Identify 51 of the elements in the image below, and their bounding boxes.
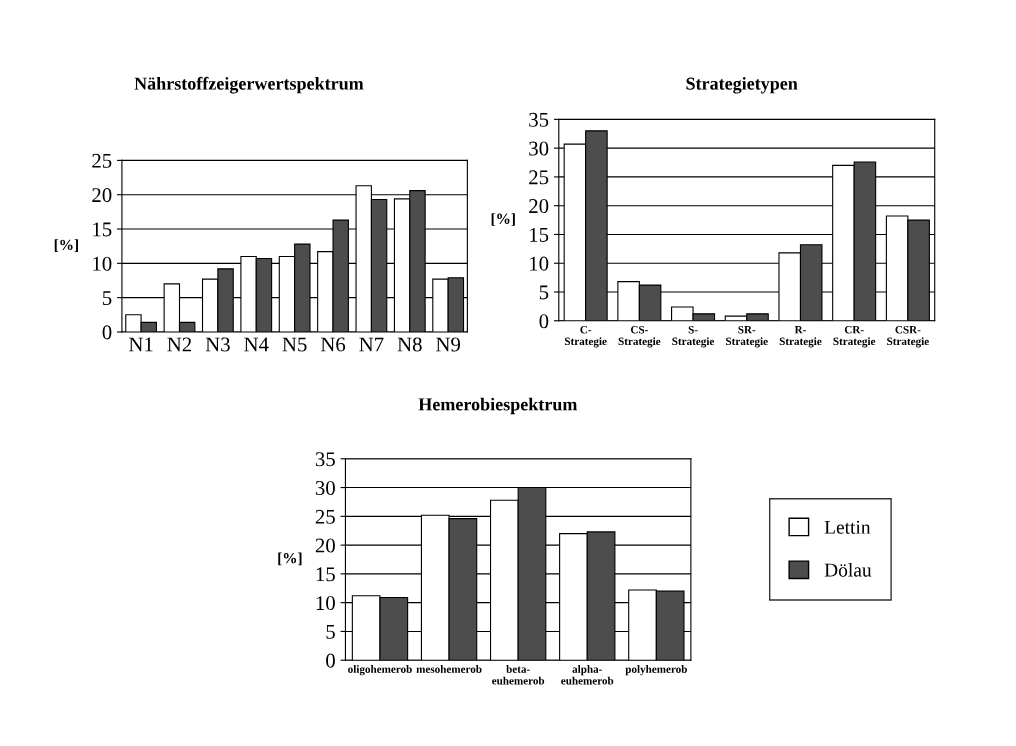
x-tick-label: R- Strategie (779, 326, 822, 348)
y-tick-label: 30 (529, 141, 549, 156)
x-tick-label: N5 (282, 337, 307, 352)
chart-title: Hemerobiespektrum (418, 397, 578, 415)
legend-label: Lettin (824, 520, 871, 534)
y-tick-label: 35 (315, 452, 335, 467)
y-tick-label: 5 (102, 291, 112, 306)
y-tick-label: 10 (530, 256, 549, 271)
x-tick-label: alpha- euhemerob (561, 665, 614, 685)
y-axis-title: [%] (278, 552, 302, 566)
x-tick-label: mesohemerob (416, 665, 482, 673)
y-tick-label: 5 (539, 285, 549, 300)
chart-title: Nährstoffzeigerwertspektrum (134, 76, 364, 94)
x-tick-label: C- Strategie (564, 325, 607, 348)
y-tick-label: 35 (529, 112, 549, 127)
y-axis-title: [%] (54, 239, 78, 252)
y-tick-label: 5 (326, 625, 335, 639)
y-tick-label: 10 (93, 256, 112, 271)
x-tick-label: N4 (244, 337, 269, 352)
x-tick-label: polyhemerob (625, 665, 687, 676)
y-tick-label: 25 (529, 170, 549, 185)
x-tick-label: CS- Strategie (618, 325, 661, 348)
x-tick-label: N1 (128, 337, 153, 352)
y-tick-label: 15 (530, 227, 549, 242)
legend-label: Dölau (824, 562, 872, 577)
x-tick-label: N9 (436, 337, 461, 352)
x-tick-label: N7 (359, 337, 384, 352)
y-tick-label: 15 (316, 567, 335, 582)
x-tick-label: SR- Strategie (726, 325, 768, 348)
x-tick-label: N8 (397, 337, 422, 352)
y-tick-label: 0 (539, 314, 549, 329)
y-tick-label: 20 (92, 188, 112, 203)
x-tick-label: N6 (320, 337, 346, 352)
y-axis-title: [%] (491, 213, 515, 226)
x-tick-label: oligohemerob (348, 665, 412, 676)
y-tick-label: 20 (315, 538, 335, 553)
y-tick-label: 25 (92, 153, 112, 168)
x-tick-label: S- Strategie (672, 325, 715, 348)
y-tick-label: 30 (315, 480, 335, 495)
y-tick-label: 25 (315, 509, 335, 524)
x-tick-label: beta- euhemerob (492, 665, 545, 685)
y-tick-label: 0 (102, 325, 112, 340)
x-tick-label: N3 (205, 337, 230, 352)
chart-title: Strategietypen (686, 76, 798, 94)
x-tick-label: CSR- Strategie (887, 325, 929, 348)
y-tick-label: 10 (316, 596, 335, 611)
x-tick-label: N2 (167, 337, 192, 352)
y-tick-label: 15 (93, 222, 112, 237)
y-tick-label: 20 (529, 199, 549, 214)
y-tick-label: 0 (326, 653, 335, 668)
x-tick-label: CR- Strategie (833, 325, 876, 348)
